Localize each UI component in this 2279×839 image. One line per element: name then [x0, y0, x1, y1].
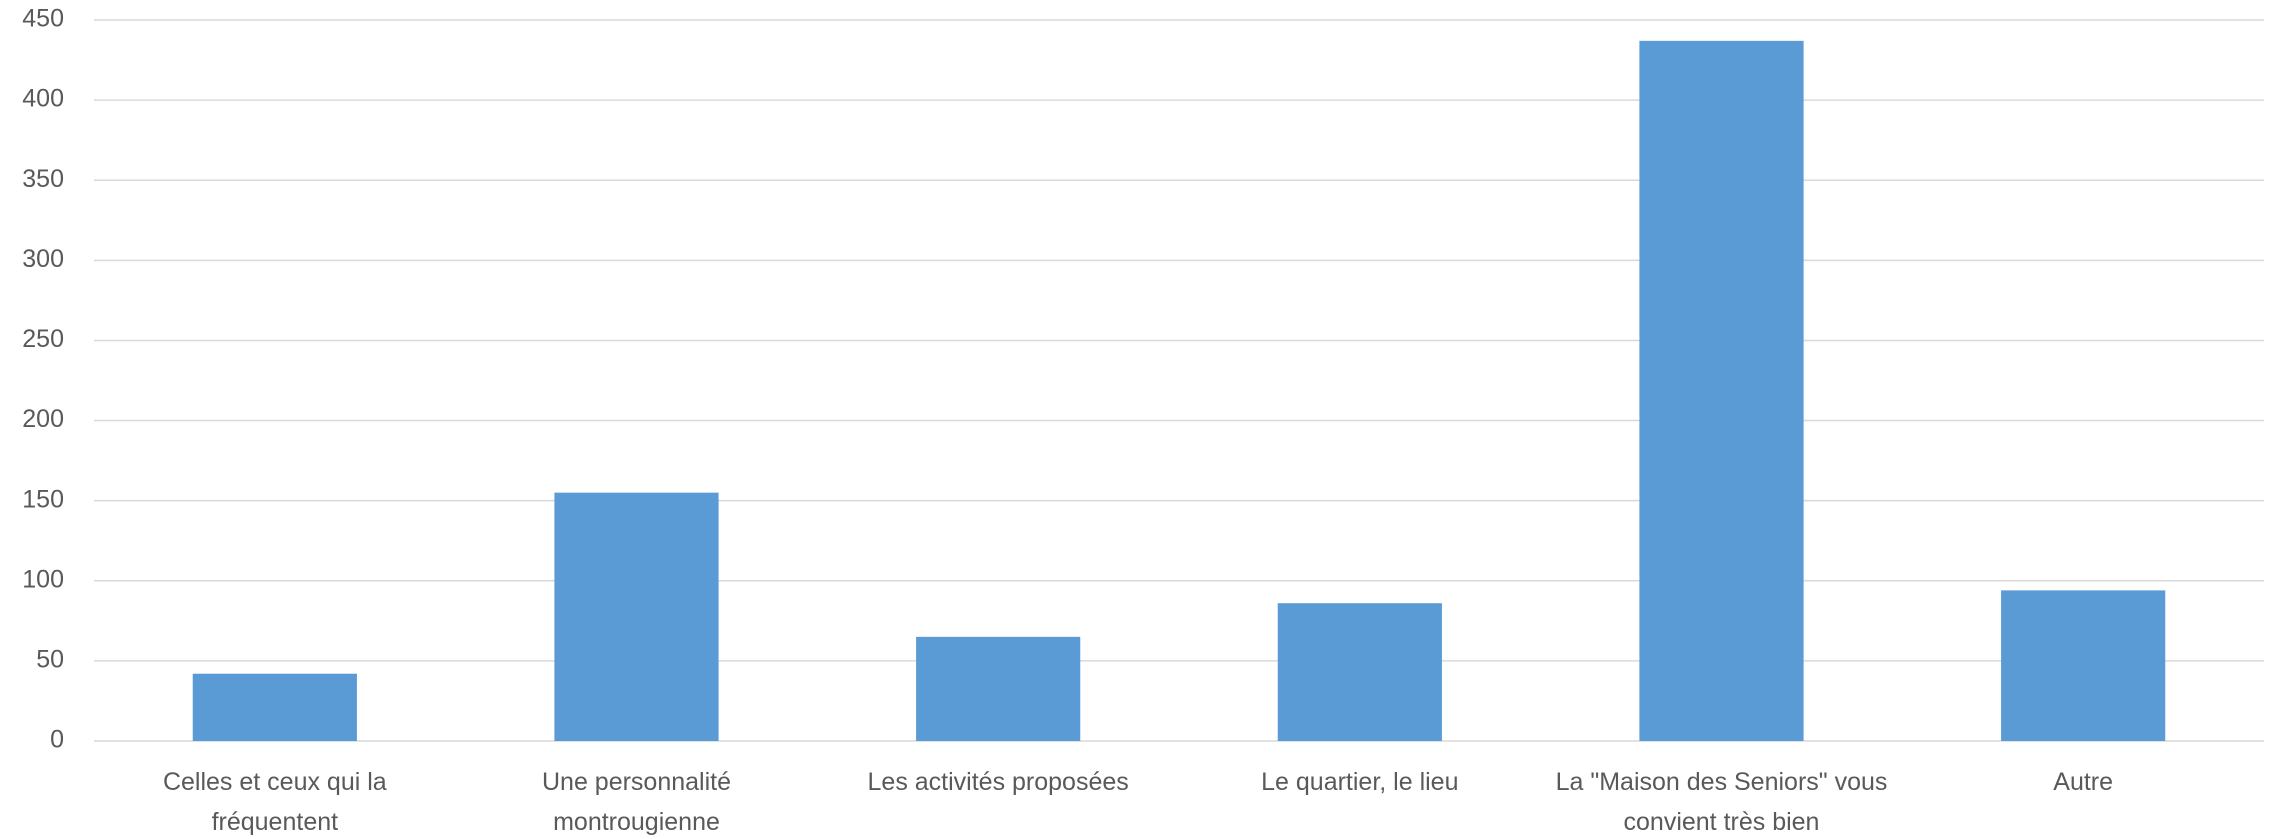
- y-tick-label: 0: [50, 726, 64, 754]
- x-tick-label: Celles et ceux qui la fréquentent: [162, 768, 387, 836]
- bar: [192, 673, 357, 741]
- bar: [554, 492, 719, 741]
- y-tick-label: 400: [22, 85, 64, 113]
- y-tick-label: 200: [22, 405, 64, 433]
- y-tick-label: 350: [22, 165, 64, 193]
- y-tick-label: 100: [22, 565, 64, 593]
- y-tick-label: 300: [22, 245, 64, 273]
- x-tick-label: Une personnalité montrougienne: [541, 768, 731, 836]
- y-tick-label: 450: [22, 5, 64, 33]
- x-tick-label: Autre: [2053, 768, 2114, 796]
- y-tick-label: 250: [22, 325, 64, 353]
- bar: [916, 636, 1081, 741]
- x-tick-label: La "Maison des Seniors" vous convient tr…: [1555, 768, 1888, 836]
- bar: [2001, 590, 2166, 741]
- y-tick-label: 150: [22, 485, 64, 513]
- x-tick-label: Les activités proposées: [867, 768, 1129, 796]
- x-tick-label: Le quartier, le lieu: [1261, 768, 1459, 796]
- bar: [1639, 40, 1804, 742]
- bar: [1277, 603, 1442, 741]
- y-tick-label: 50: [36, 645, 64, 673]
